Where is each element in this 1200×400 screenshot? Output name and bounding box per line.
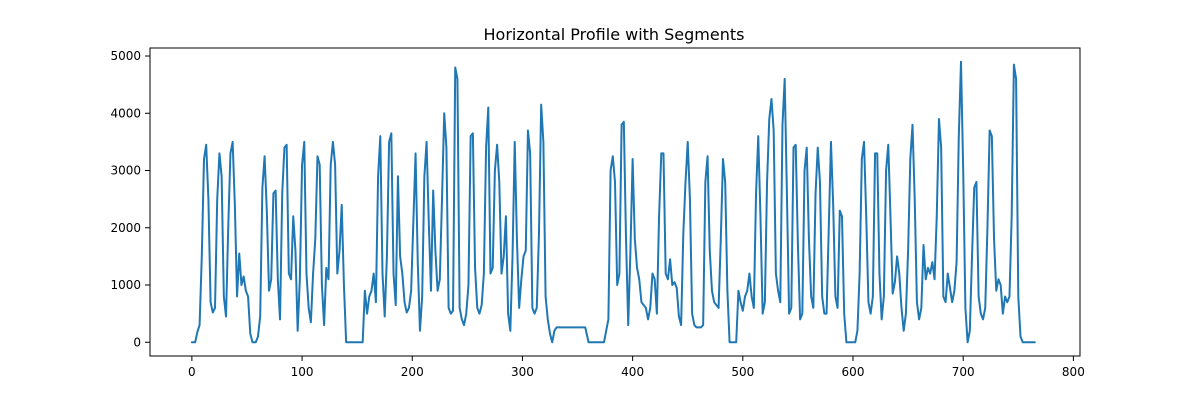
x-tick-label: 400: [621, 365, 644, 379]
x-tick-label: 500: [731, 365, 754, 379]
chart-title: Horizontal Profile with Segments: [484, 25, 745, 44]
x-tick-label: 600: [842, 365, 865, 379]
x-tick-label: 200: [401, 365, 424, 379]
x-tick-label: 0: [188, 365, 196, 379]
y-tick-label: 2000: [110, 221, 141, 235]
x-tick-label: 700: [952, 365, 975, 379]
x-tick-label: 300: [511, 365, 534, 379]
x-tick-label: 800: [1062, 365, 1085, 379]
axes-frame: [149, 47, 1081, 357]
y-axis: 0 1000 2000 3000 4000 5000: [110, 49, 150, 349]
y-tick-label: 4000: [110, 106, 141, 120]
y-tick-label: 1000: [110, 278, 141, 292]
x-axis: 0 100 200 300 400 500 600 700 800: [188, 356, 1085, 379]
plot-area: [190, 60, 1036, 344]
y-tick-label: 5000: [110, 49, 141, 63]
y-tick-label: 0: [133, 335, 141, 349]
x-tick-label: 100: [291, 365, 314, 379]
series-line-0: [190, 60, 1036, 344]
y-tick-label: 3000: [110, 164, 141, 178]
